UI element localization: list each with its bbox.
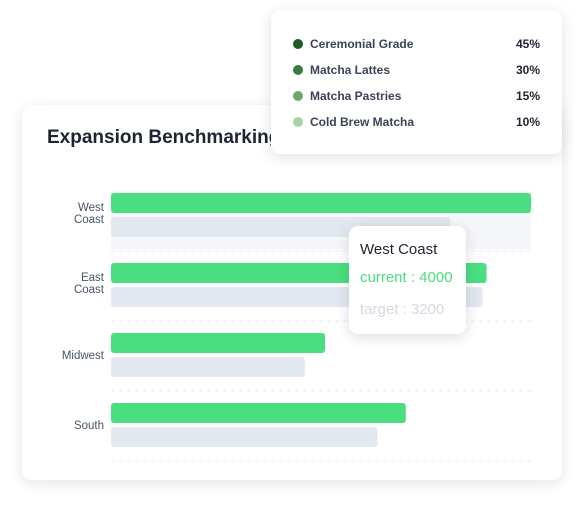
y-tick-label: West Coast [74,202,105,226]
legend-item-value: 15% [515,89,540,103]
y-tick-label-line: West [78,202,105,214]
legend-item-matcha-lattes[interactable]: Matcha Lattes 30% [293,61,540,79]
y-tick-label-line: Coast [74,284,105,296]
y-tick-label-line: Coast [74,214,105,226]
y-tick-label: East Coast [74,272,105,296]
bar-target-south[interactable] [111,427,378,447]
legend-item-label: Matcha Pastries [310,89,402,103]
legend-color-dot [293,91,303,101]
bar-target-midwest[interactable] [111,357,305,377]
legend-color-dot [293,117,303,127]
legend-color-dot [293,65,303,75]
chart-card: Expansion Benchmarking West Coast East Coas… [22,105,562,480]
tooltip-current-value: current : 4000 [360,269,453,286]
legend-item-label: Ceremonial Grade [310,37,414,51]
legend-item-label: Cold Brew Matcha [310,115,415,129]
legend-item-value: 30% [515,63,540,77]
legend-item-value: 45% [515,37,540,51]
bar-current-south[interactable] [111,403,406,423]
legend-item-matcha-pastries[interactable]: Matcha Pastries 15% [293,87,540,105]
y-tick-label-line: East [81,272,105,284]
y-tick-label: Midwest [62,350,105,362]
y-tick-label: South [74,420,104,432]
bar-current-west-coast[interactable] [111,193,531,213]
legend-item-label: Matcha Lattes [310,63,391,77]
legend-item-cold-brew-matcha[interactable]: Cold Brew Matcha 10% [293,113,540,131]
tooltip-title: West Coast [360,241,438,258]
legend-item-value: 10% [515,115,540,129]
legend-item-ceremonial-grade[interactable]: Ceremonial Grade 45% [293,35,540,53]
chart-title: Expansion Benchmarking [47,127,281,148]
bar-current-midwest[interactable] [111,333,326,353]
legend-color-dot [293,39,303,49]
legend-panel: Ceremonial Grade 45% Matcha Lattes 30% M… [271,10,562,154]
tooltip-target-value: target : 3200 [360,301,445,318]
chart-tooltip: West Coast current : 4000 target : 3200 [349,226,466,334]
